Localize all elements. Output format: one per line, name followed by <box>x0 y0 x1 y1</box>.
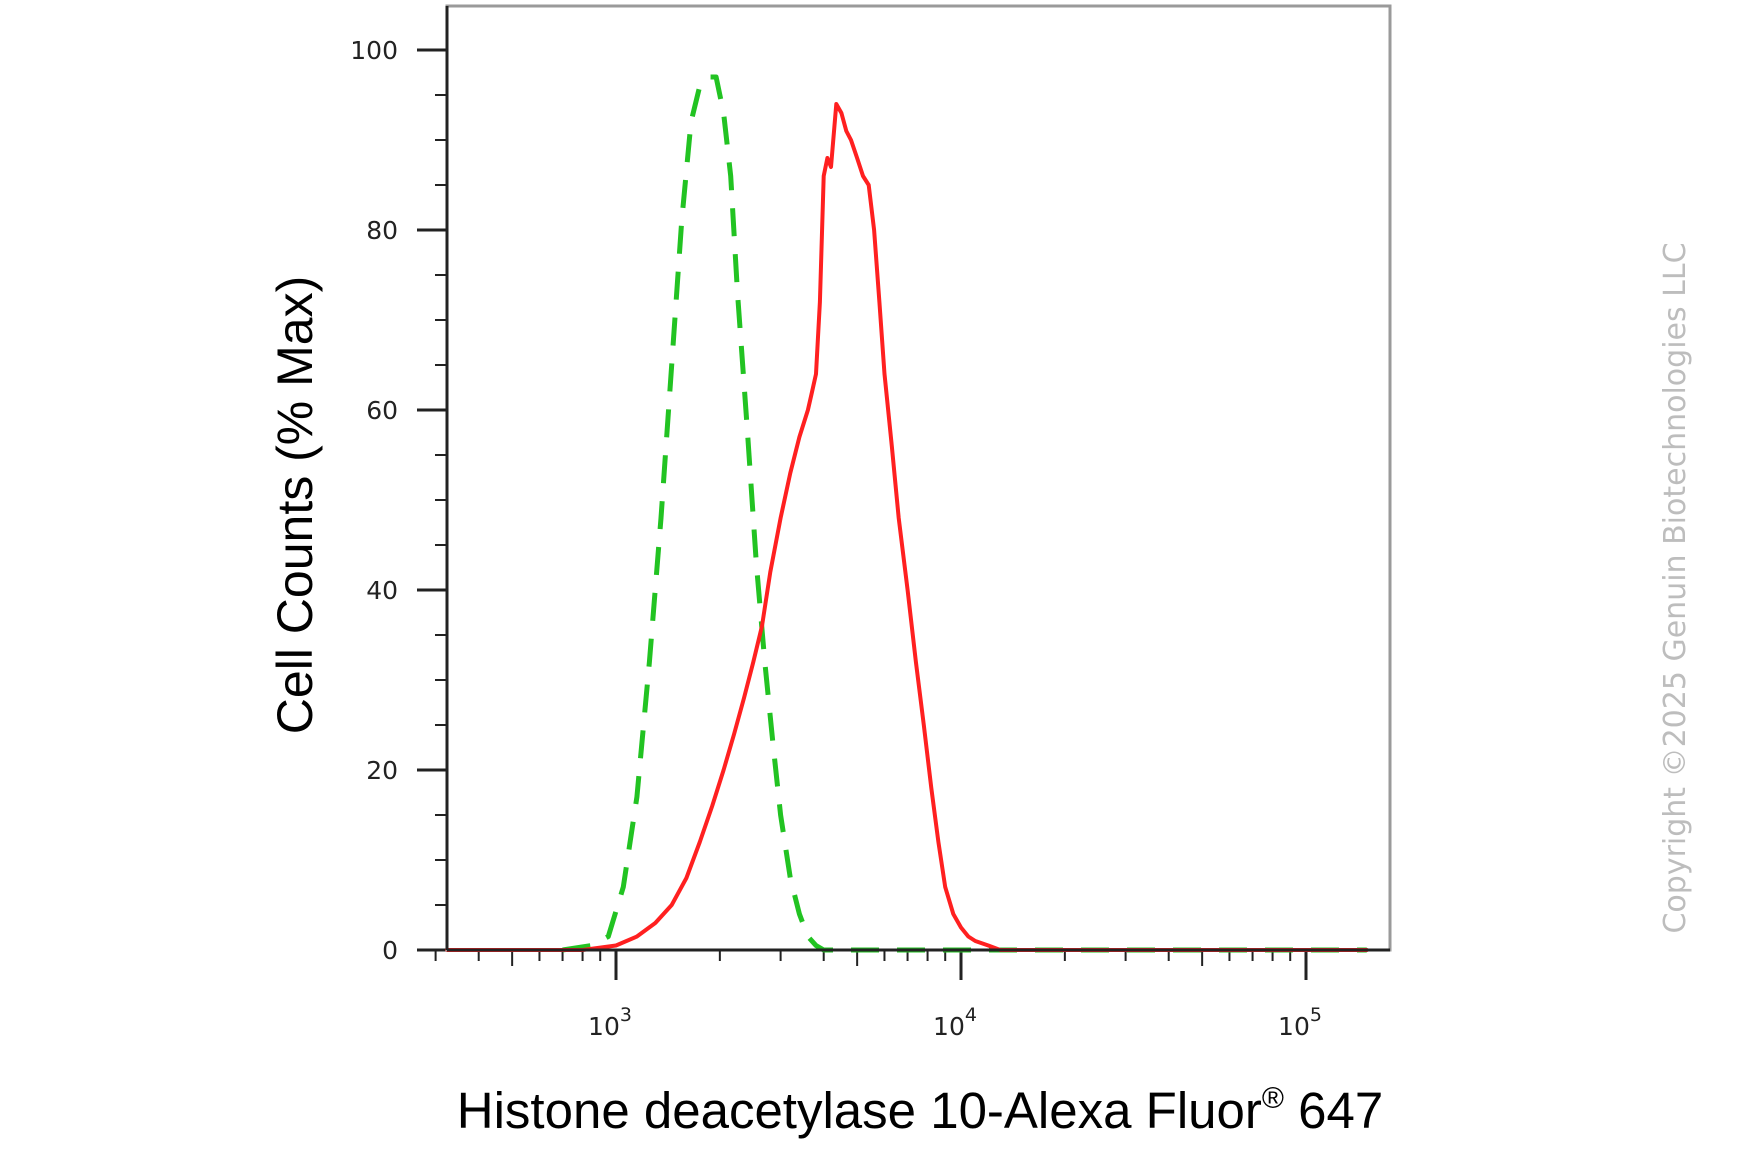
y-tick-label: 40 <box>366 576 398 605</box>
y-tick-label: 0 <box>382 936 398 965</box>
control-histogram-line <box>562 74 1367 953</box>
x-axis-title: Histone deacetylase 10-Alexa Fluor® 647 <box>457 1082 1383 1139</box>
x-tick-label: 105 <box>1278 1004 1322 1041</box>
copyright-watermark: Copyright ©2025 Genuin Biotechnologies L… <box>1658 242 1693 933</box>
x-tick-label: 104 <box>933 1004 977 1041</box>
plot-frame <box>445 4 1392 952</box>
sample-histogram-line <box>445 102 1369 952</box>
y-tick-label: 20 <box>366 756 398 785</box>
y-axis-ticks: 0 20 40 60 80 100 <box>350 36 447 965</box>
y-axis-title: Cell Counts (% Max) <box>267 276 323 734</box>
x-axis-ticks: 103 104 105 <box>434 950 1322 1041</box>
x-axis-title-main: Histone deacetylase 10-Alexa Fluor <box>457 1082 1262 1139</box>
y-tick-label: 60 <box>366 396 398 425</box>
series-layer <box>445 74 1369 953</box>
x-axis-title-suffix: 647 <box>1284 1082 1383 1139</box>
y-tick-label: 100 <box>350 36 398 65</box>
x-tick-label: 103 <box>588 1004 632 1041</box>
y-tick-label: 80 <box>366 216 398 245</box>
x-axis-title-superscript: ® <box>1262 1082 1284 1115</box>
